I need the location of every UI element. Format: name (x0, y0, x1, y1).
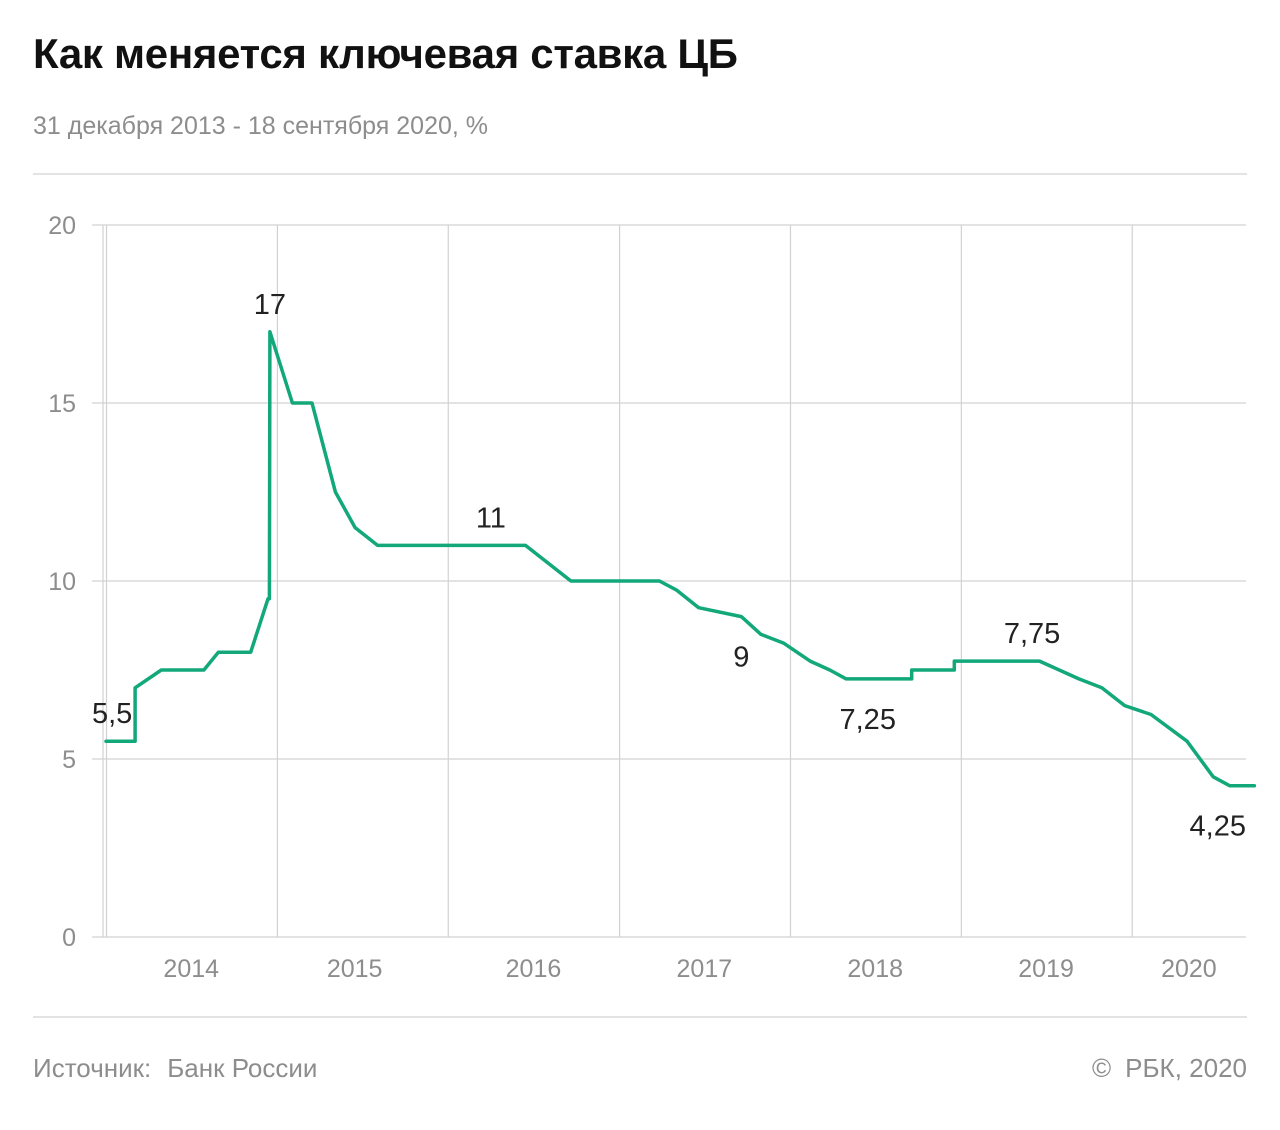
x-tick-label: 2016 (506, 955, 562, 983)
data-label: 7,25 (840, 704, 896, 736)
data-label: 7,75 (1004, 618, 1060, 650)
x-tick-label: 2015 (327, 955, 383, 983)
y-tick-label: 0 (62, 924, 76, 952)
annotations-layer: 5,5 17 11 9 7,25 7,75 4,25 (92, 289, 1246, 843)
y-tick-label: 15 (48, 390, 76, 418)
x-tick-label: 2017 (677, 955, 733, 983)
source-label: Источник: (33, 1053, 152, 1083)
data-label: 9 (733, 642, 749, 674)
y-axis-ticks: 0 5 10 15 20 (48, 212, 76, 952)
series-line-key-rate (104, 330, 1257, 788)
y-tick-label: 20 (48, 212, 76, 240)
data-label: 17 (254, 289, 286, 321)
source-note: Источник: Банк России (33, 1053, 317, 1084)
data-label: 5,5 (92, 698, 132, 730)
y-tick-label: 10 (48, 568, 76, 596)
copyright-symbol: © (1091, 1053, 1112, 1083)
bottom-divider (33, 1016, 1247, 1018)
series-layer (104, 330, 1257, 788)
y-tick-label: 5 (62, 746, 76, 774)
copyright-text: РБК, 2020 (1125, 1053, 1247, 1083)
x-tick-label: 2018 (847, 955, 903, 983)
chart-title: Как меняется ключевая ставка ЦБ (33, 30, 738, 77)
x-tick-label: 2014 (163, 955, 219, 983)
x-tick-label: 2019 (1018, 955, 1074, 983)
grid-layer (92, 224, 1246, 938)
top-divider (33, 173, 1247, 175)
copyright-note: © РБК, 2020 (1092, 1053, 1247, 1084)
x-axis-ticks: 2014 2015 2016 2017 2018 2019 2020 (163, 955, 1216, 983)
x-tick-label: 2020 (1161, 955, 1217, 983)
source-value: Банк России (167, 1053, 318, 1083)
data-label: 11 (476, 502, 506, 534)
chart-subtitle: 31 декабря 2013 - 18 сентября 2020, % (33, 112, 489, 140)
data-label: 4,25 (1190, 811, 1246, 843)
